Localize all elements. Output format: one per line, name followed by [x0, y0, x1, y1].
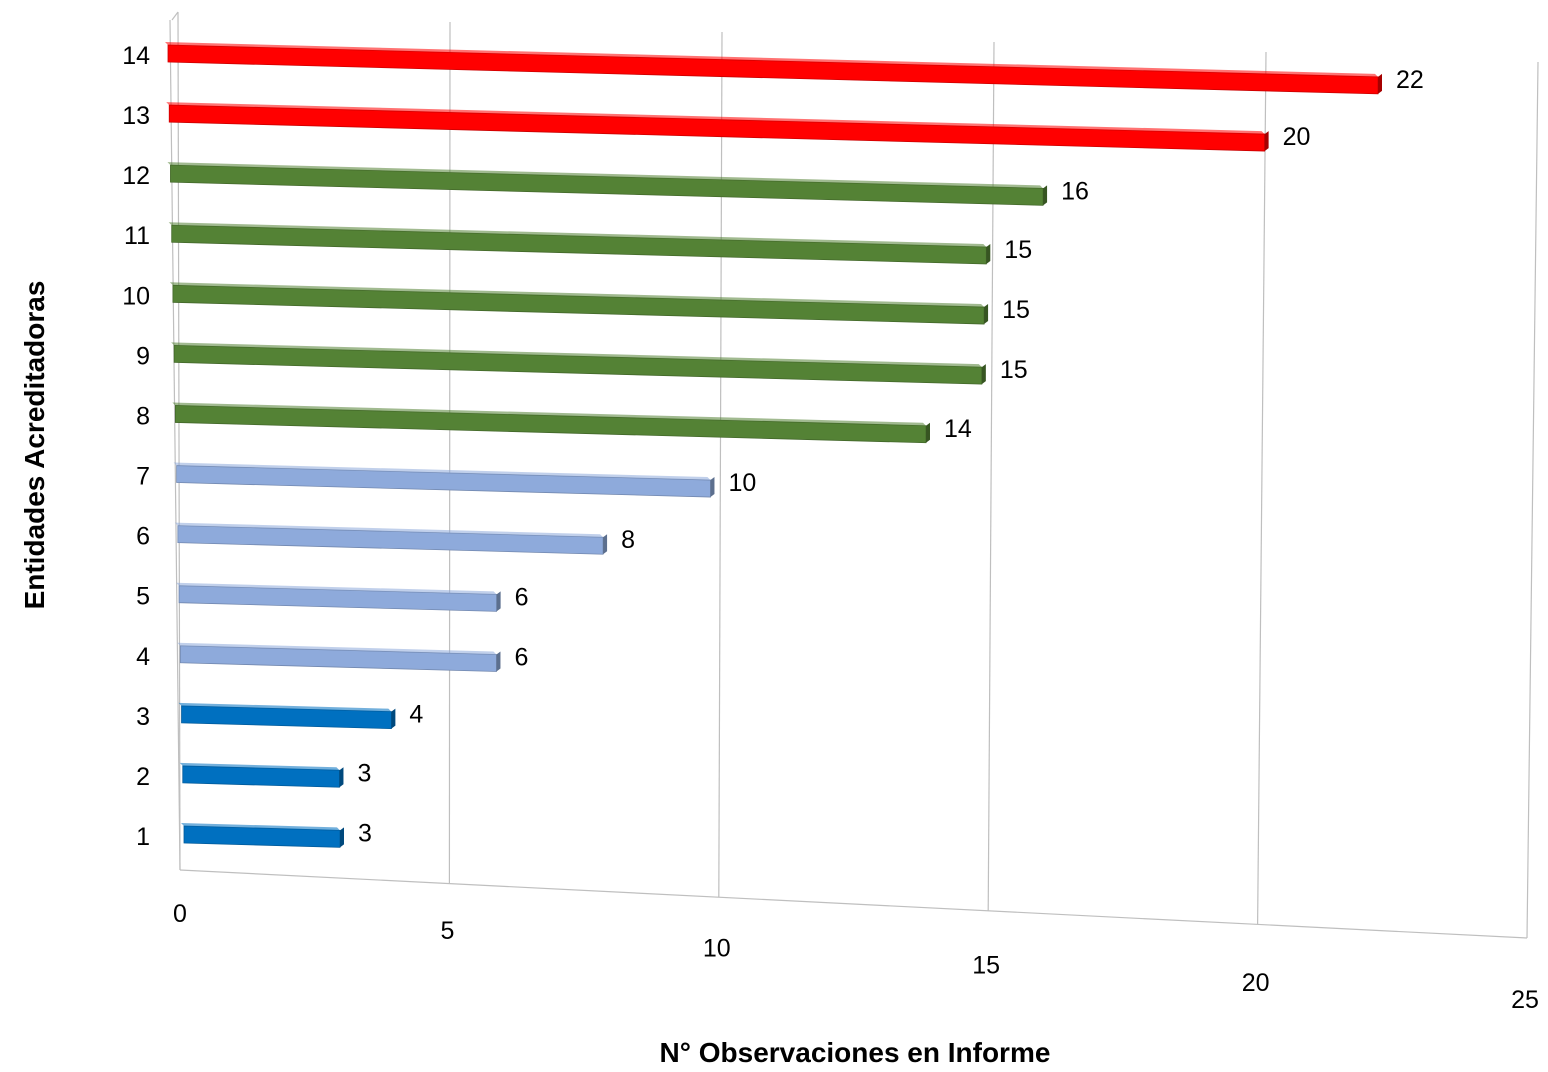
bar-top-4 — [177, 642, 497, 655]
bar-top-6 — [174, 522, 604, 538]
y-tick-label-13: 13 — [122, 102, 150, 130]
x-axis-title: N° Observaciones en Informe — [660, 1037, 1051, 1068]
y-axis-line — [169, 19, 181, 871]
bar-top-12 — [167, 162, 1044, 189]
data-label-13: 20 — [1283, 123, 1311, 151]
y-tick-label-12: 12 — [122, 162, 150, 190]
y-tick-label-8: 8 — [136, 402, 150, 430]
y-tick-label-7: 7 — [136, 463, 150, 491]
bar-top-2 — [179, 762, 340, 771]
data-label-8: 14 — [944, 415, 972, 443]
y-tick-label-10: 10 — [122, 282, 150, 310]
bar-top-10 — [169, 282, 985, 308]
data-label-11: 15 — [1004, 236, 1032, 264]
bar-12 — [170, 164, 1044, 206]
bar-cap-1 — [340, 827, 344, 848]
axis-corner — [171, 11, 179, 21]
gridline-x-0 — [177, 11, 181, 871]
bar-top-14 — [165, 42, 1378, 77]
gridline-x-15 — [987, 41, 995, 911]
x-tick-label: 10 — [703, 934, 731, 962]
bar-cap-10 — [984, 304, 989, 325]
x-tick-label: 25 — [1511, 986, 1539, 1014]
data-label-10: 15 — [1002, 296, 1030, 324]
bar-top-13 — [166, 102, 1265, 135]
x-tick-label: 5 — [440, 917, 454, 945]
x-tick-labels: 0 5 10 15 20 25 — [173, 900, 1539, 1014]
data-label-1: 3 — [358, 819, 372, 847]
data-label-14: 22 — [1396, 66, 1424, 94]
x-tick-label: 15 — [972, 952, 1000, 980]
bar-8 — [174, 405, 927, 444]
bar-cap-4 — [496, 651, 501, 672]
bar-cap-7 — [710, 477, 715, 498]
bar-top-3 — [178, 702, 392, 712]
data-label-4: 6 — [514, 643, 528, 671]
bar-top-11 — [168, 222, 987, 247]
gridline-x-25 — [1526, 61, 1539, 939]
gridline-x-10 — [718, 31, 723, 898]
y-tick-label-3: 3 — [136, 703, 150, 731]
data-label-5: 6 — [515, 583, 529, 611]
bar-top-1 — [181, 823, 340, 831]
bar-cap-5 — [496, 591, 501, 612]
bars — [165, 42, 1382, 848]
bar-cap-6 — [603, 534, 608, 555]
bar-cap-11 — [986, 243, 991, 264]
y-axis-title: Entidades Acreditadoras — [19, 281, 50, 610]
bar-11 — [171, 224, 987, 265]
bar-top-7 — [173, 462, 711, 481]
bar-9 — [173, 344, 983, 385]
bar-top-8 — [172, 402, 926, 426]
y-tick-label-4: 4 — [136, 643, 150, 671]
y-tick-label-5: 5 — [136, 583, 150, 611]
y-tick-label-14: 14 — [122, 42, 150, 70]
data-label-7: 10 — [728, 469, 756, 497]
bar-cap-8 — [926, 422, 930, 443]
data-labels: 3 3 4 6 6 8 10 14 15 15 15 16 20 22 — [357, 66, 1423, 847]
gridline-x-20 — [1257, 51, 1267, 925]
data-label-12: 16 — [1061, 177, 1089, 205]
gridline-x-5 — [448, 21, 451, 884]
y-tick-label-11: 11 — [124, 222, 150, 250]
bar-cap-14 — [1378, 73, 1382, 94]
x-axis-line — [179, 869, 1528, 939]
bar-top-5 — [176, 582, 497, 595]
data-label-9: 15 — [1000, 356, 1028, 384]
bar-cap-13 — [1264, 131, 1269, 152]
data-label-3: 4 — [409, 701, 423, 729]
y-tick-label-9: 9 — [136, 342, 150, 370]
bar-top-9 — [171, 342, 982, 368]
data-label-6: 8 — [621, 526, 635, 554]
bar-cap-3 — [391, 708, 396, 729]
x-tick-label: 0 — [173, 900, 187, 928]
y-tick-label-2: 2 — [136, 763, 150, 791]
bar-cap-2 — [339, 767, 344, 788]
bar-cap-12 — [1043, 185, 1048, 206]
y-tick-label-1: 1 — [136, 823, 150, 851]
y-tick-label-6: 6 — [136, 523, 150, 551]
data-label-2: 3 — [357, 759, 371, 787]
bar-cap-9 — [981, 364, 986, 385]
bar-10 — [172, 284, 985, 325]
x-tick-label: 20 — [1242, 969, 1270, 997]
